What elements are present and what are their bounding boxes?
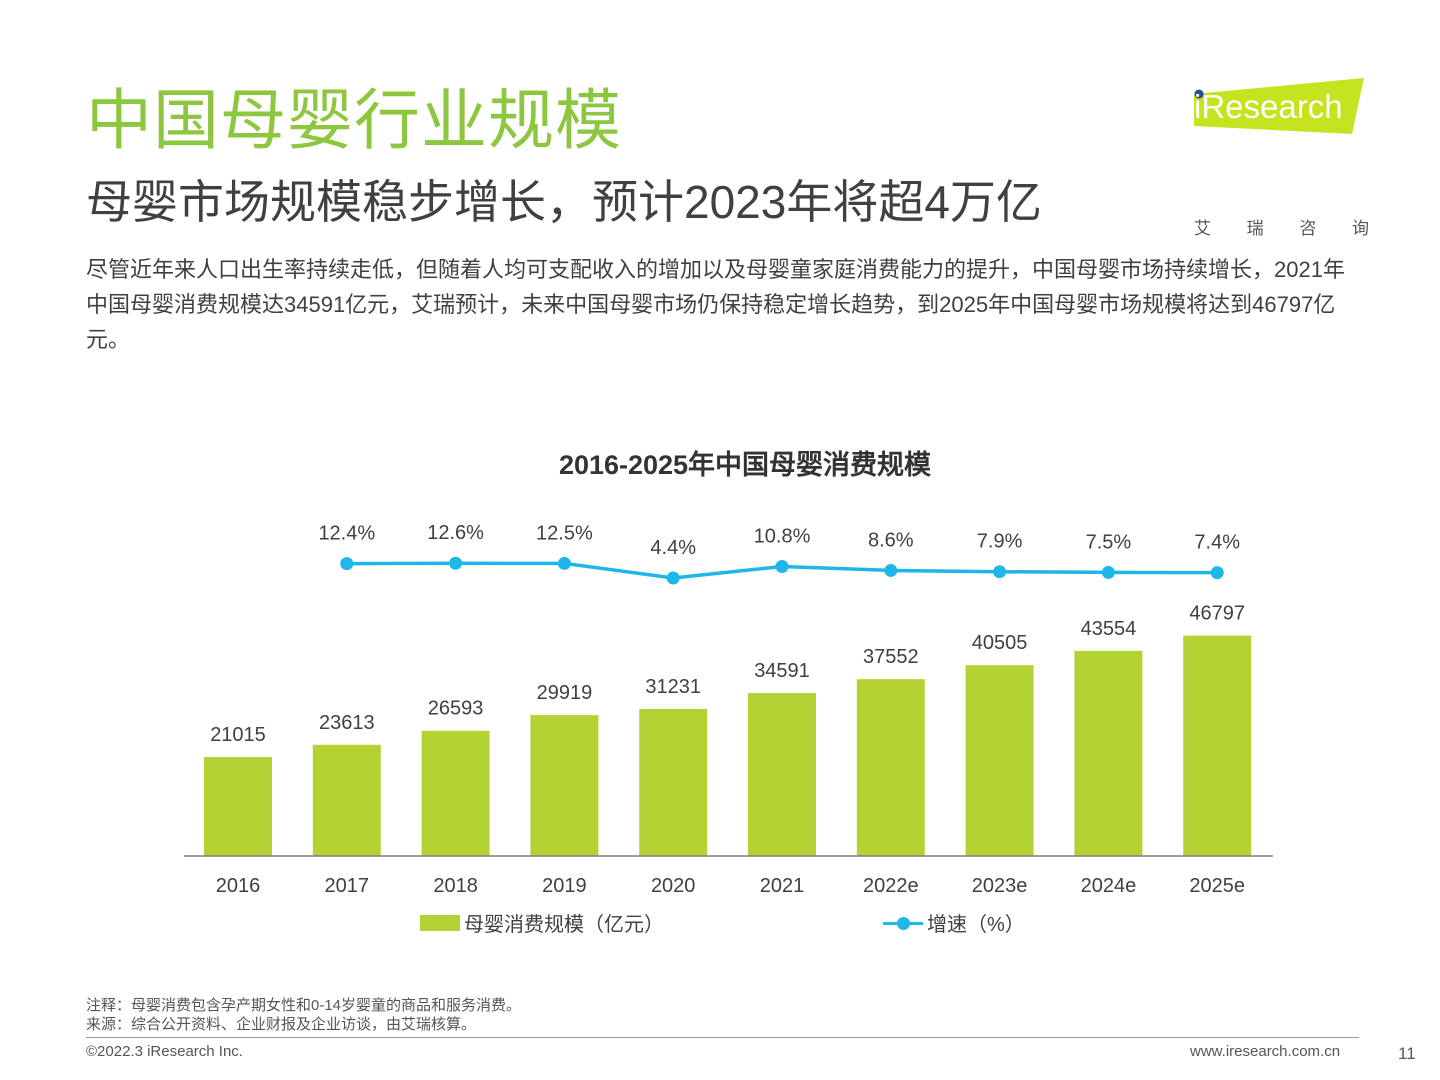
bar-value-label: 26593 [428,698,484,720]
bar-value-label: 21015 [210,724,266,746]
bar-value-label: 34591 [754,660,810,682]
bar-2023e [965,665,1034,856]
growth-rate-point [557,556,571,570]
growth-rate-label: 7.9% [977,531,1023,553]
footer-divider [86,1037,1359,1038]
bar-2020 [639,708,708,856]
bar-2022e [856,679,925,856]
x-tick-label: 2017 [325,875,370,897]
growth-rate-point [449,556,463,570]
bar-value-label: 37552 [863,646,919,668]
growth-rate-label: 8.6% [868,529,914,551]
growth-rate-label: 4.4% [650,537,696,559]
logo-wordmark: iResearch [1194,88,1343,125]
consumption-chart: 2016-2025年中国母婴消费规模 21015 23613 26593 29919 3… [184,449,1273,897]
x-tick-label: 2020 [651,875,696,897]
growth-rate-label: 12.5% [536,522,593,544]
growth-rate-label: 7.4% [1194,532,1240,554]
legend-line-swatch [883,915,923,931]
growth-rate-point [993,565,1007,579]
logo-char: 瑞 [1246,219,1264,238]
footnotes: 注释：母婴消费包含孕产期女性和0-14岁婴童的商品和服务消费。 来源：综合公开资… [86,996,521,1034]
growth-rate-point [666,571,680,585]
chart-title: 2016-2025年中国母婴消费规模 [559,449,931,480]
growth-rate-point [1101,565,1115,579]
x-tick-label: 2024e [1081,875,1137,897]
x-tick-label: 2022e [863,875,919,897]
bar-2019 [530,715,599,856]
logo-char: 询 [1351,219,1369,238]
logo-chinese-name: 艾 瑞 咨 询 [1194,214,1369,239]
logo-char: 咨 [1299,219,1317,238]
bar-value-label: 23613 [319,712,375,734]
bar-2024e [1074,650,1143,856]
page-subtitle: 母婴市场规模稳步增长，预计2023年将超4万亿 [86,176,1042,228]
bar-2017 [312,744,381,856]
description-text: 尽管近年来人口出生率持续走低，但随着人均可支配收入的增加以及母婴童家庭消费能力的… [86,257,1345,352]
page-title: 中国母婴行业规模 [86,83,622,157]
x-tick-label: 2021 [760,875,805,897]
iresearch-logo: iResearch 艾 瑞 咨 询 [1188,74,1369,238]
growth-rate-point [340,557,354,571]
bar-value-label: 29919 [537,682,593,704]
bar-value-label: 31231 [645,676,701,698]
page-number: 11 [1398,1044,1416,1063]
legend-bar-swatch [420,914,460,931]
x-tick-label: 2019 [542,875,587,897]
bar-value-label: 40505 [972,632,1028,654]
bar-2021 [748,693,816,856]
x-tick-label: 2023e [972,875,1028,897]
growth-rate-label: 12.4% [318,523,375,545]
growth-rate-point [884,563,898,577]
growth-rate-label: 10.8% [754,525,811,547]
bar-value-label: 46797 [1189,603,1245,625]
legend-item-line: 增速（%） [883,908,1025,937]
growth-rate-label: 12.6% [427,522,484,544]
bar-value-label: 43554 [1081,618,1137,640]
growth-rate-point [775,559,789,573]
bar-2018 [421,730,490,856]
note-text: 注释：母婴消费包含孕产期女性和0-14岁婴童的商品和服务消费。 [86,997,522,1014]
growth-rate-label: 7.5% [1086,531,1132,553]
growth-rate-point [1210,566,1224,580]
bar-2016 [204,757,272,856]
x-tick-label: 2018 [433,875,478,897]
copyright-text: ©2022.3 iResearch Inc. [86,1043,243,1060]
source-text: 来源：综合公开资料、企业财报及企业访谈，由艾瑞核算。 [86,1016,477,1033]
website-link[interactable]: www.iresearch.com.cn [1190,1043,1341,1060]
legend-line-label: 增速（%） [927,914,1025,936]
logo-char: 艾 [1194,219,1211,238]
legend-item-bar: 母婴消费规模（亿元） [420,908,664,937]
bar-2025e [1183,635,1252,856]
x-tick-label: 2016 [216,875,261,897]
x-tick-label: 2025e [1189,875,1245,897]
legend-bar-label: 母婴消费规模（亿元） [464,914,664,936]
